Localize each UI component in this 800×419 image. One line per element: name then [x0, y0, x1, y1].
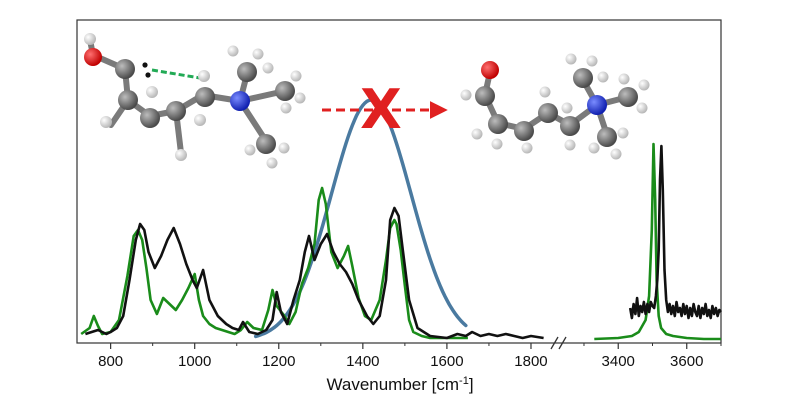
molecule-right [460, 53, 650, 160]
spectra-series [80, 142, 722, 341]
x-tick-label: 1200 [262, 353, 295, 370]
x-axis-title: Wavenumber [cm-1] [326, 375, 473, 394]
series-line-3 [594, 142, 721, 341]
x-tick-label: 3600 [670, 353, 703, 370]
axis-break-mark [550, 336, 567, 350]
plot-frame [76, 19, 722, 344]
x-axis-ticks: 800 1000 1200 1400 1600 1800 3400 3600 [98, 343, 722, 370]
series-line-2 [85, 206, 544, 340]
x-tick-label: 1000 [178, 353, 211, 370]
x-tick-label: 800 [98, 353, 123, 370]
blocked-cross-icon: X [360, 78, 402, 141]
x-tick-label: 1600 [430, 353, 463, 370]
series-line-4 [628, 144, 722, 320]
hydrogen-bond-dashes [151, 68, 201, 80]
x-tick-label: 3400 [602, 353, 635, 370]
molecule-left [84, 33, 306, 169]
x-tick-label: 1800 [514, 353, 547, 370]
x-tick-label: 1400 [346, 353, 379, 370]
series-line-1 [80, 186, 468, 340]
